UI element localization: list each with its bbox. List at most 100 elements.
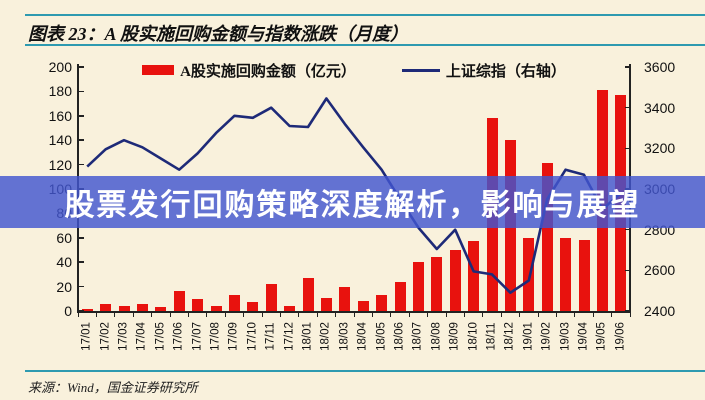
x-tick — [279, 312, 281, 317]
x-tick — [335, 312, 337, 317]
x-axis-tick-label: 19/01 — [522, 322, 535, 351]
x-axis-tick-label: 19/05 — [595, 322, 608, 351]
bar-18/10 — [468, 241, 480, 311]
x-axis-tick-label: 17/07 — [191, 322, 204, 351]
x-axis-tick-label: 19/03 — [559, 322, 572, 351]
bar-18/02 — [320, 297, 332, 311]
y-axis-tick-label-right: 2400 — [644, 303, 676, 319]
bar-17/12 — [284, 306, 296, 311]
x-axis-tick-label: 19/02 — [540, 322, 553, 351]
x-axis-tick-label: 17/06 — [172, 322, 185, 351]
x-tick — [95, 312, 97, 317]
x-axis-tick-label: 17/01 — [80, 322, 93, 351]
title-bottom-rule — [25, 44, 705, 46]
y-tick-left — [78, 139, 84, 141]
x-tick — [206, 312, 208, 317]
x-tick — [427, 312, 429, 317]
bar-18/07 — [412, 262, 424, 311]
x-tick — [169, 312, 171, 317]
x-tick — [371, 312, 373, 317]
y-tick-left — [78, 310, 84, 312]
x-axis-tick-label: 18/08 — [430, 322, 443, 351]
x-axis-tick-label: 18/04 — [356, 322, 369, 351]
x-axis-tick-label: 17/09 — [227, 322, 240, 351]
y-tick-right — [624, 310, 630, 312]
bar-17/05 — [155, 306, 167, 311]
x-axis-tick-label: 18/03 — [338, 322, 351, 351]
x-axis-tick-label: 18/01 — [301, 322, 314, 351]
bar-18/08 — [431, 257, 443, 311]
bar-17/06 — [173, 291, 185, 311]
x-tick — [114, 312, 116, 317]
x-tick — [482, 312, 484, 317]
x-axis-tick-label: 17/08 — [209, 322, 222, 351]
x-tick — [611, 312, 613, 317]
x-tick — [224, 312, 226, 317]
y-tick-right — [624, 106, 630, 109]
bar-17/07 — [192, 299, 204, 311]
bar-18/06 — [394, 281, 406, 311]
y-tick-right — [624, 66, 630, 68]
legend-buyback-label: A股实施回购金额（亿元） — [180, 63, 356, 80]
watermark-banner: 股票发行回购策略深度解析，影响与展望 — [0, 176, 705, 228]
x-tick — [298, 312, 300, 317]
x-tick — [555, 312, 557, 317]
x-tick — [408, 312, 410, 317]
chart-legend: A股实施回购金额（亿元） 上证综指（右轴） — [78, 60, 630, 80]
bar-19/04 — [578, 240, 590, 311]
x-tick — [77, 312, 79, 317]
x-tick — [537, 312, 539, 317]
x-axis-tick-label: 17/12 — [283, 322, 296, 351]
bar-18/05 — [376, 295, 388, 311]
y-axis-tick-label-left: 60 — [56, 229, 72, 246]
y-tick-right — [624, 269, 630, 272]
y-tick-left — [78, 66, 84, 68]
source-rule — [25, 370, 705, 372]
bar-17/09 — [228, 295, 240, 311]
x-tick — [445, 312, 447, 317]
x-axis-tick-label: 17/03 — [117, 322, 130, 351]
x-tick — [390, 312, 392, 317]
x-axis-tick-label: 18/05 — [375, 322, 388, 351]
x-axis-tick-label: 18/10 — [467, 322, 480, 351]
x-tick — [463, 312, 465, 317]
watermark-text: 股票发行回购策略深度解析，影响与展望 — [64, 189, 641, 222]
x-tick — [132, 312, 134, 317]
x-axis-tick-label: 18/06 — [393, 322, 406, 351]
x-axis-tick-label: 17/05 — [154, 322, 167, 351]
x-axis-tick-label: 19/06 — [614, 322, 627, 351]
x-axis-tick-label: 18/07 — [411, 322, 424, 351]
x-tick — [151, 312, 153, 317]
y-axis-tick-label-right: 2600 — [644, 262, 676, 279]
y-tick-right — [624, 147, 630, 150]
bar-17/11 — [265, 284, 277, 311]
x-tick — [353, 312, 355, 317]
y-axis-tick-label-left: 0 — [64, 303, 72, 319]
x-tick — [629, 312, 631, 317]
x-axis-tick-label: 18/09 — [448, 322, 461, 351]
bar-17/10 — [247, 302, 259, 311]
bar-18/01 — [302, 278, 314, 311]
x-axis-tick-label: 19/04 — [577, 322, 590, 351]
x-axis-tick-label: 18/11 — [485, 322, 498, 351]
y-axis-tick-label-left: 180 — [48, 83, 72, 100]
y-axis-tick-label-right: 3400 — [644, 99, 676, 116]
x-tick — [316, 312, 318, 317]
x-tick — [243, 312, 245, 317]
bar-18/03 — [339, 286, 351, 311]
bar-17/04 — [136, 304, 148, 311]
x-tick — [500, 312, 502, 317]
legend-item-index: 上证综指（右轴） — [401, 60, 566, 81]
x-tick — [592, 312, 594, 317]
bar-17/03 — [118, 306, 130, 311]
bar-18/09 — [449, 250, 461, 311]
x-tick — [261, 312, 263, 317]
x-axis-tick-label: 17/04 — [135, 322, 148, 351]
y-tick-right — [624, 228, 630, 231]
bar-17/01 — [81, 308, 93, 311]
y-axis-tick-label-right: 3200 — [644, 140, 676, 157]
y-axis-tick-label-left: 160 — [48, 107, 72, 124]
y-tick-left — [78, 285, 84, 288]
